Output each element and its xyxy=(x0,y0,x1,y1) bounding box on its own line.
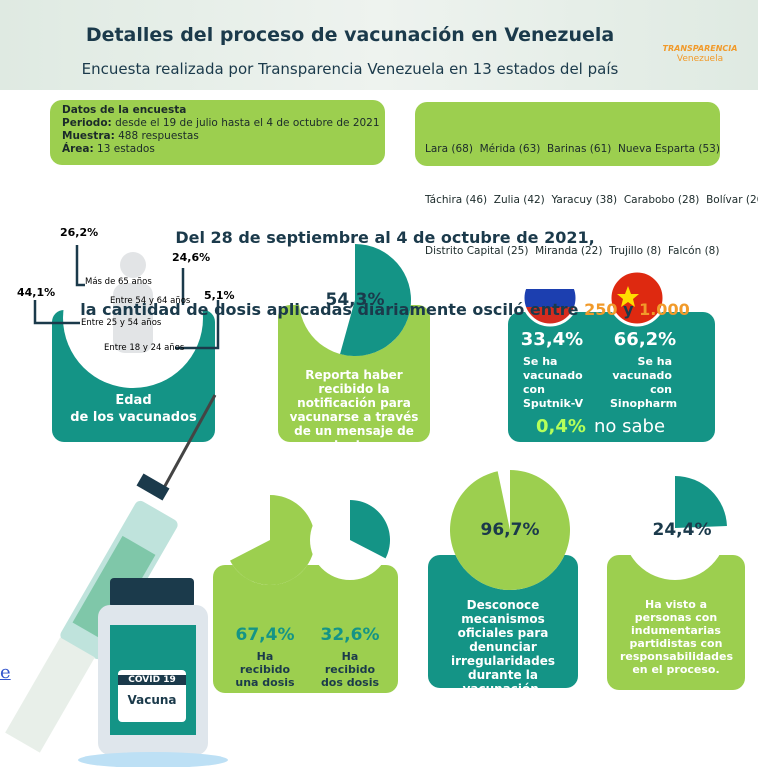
label: Área: xyxy=(62,143,94,155)
text: y xyxy=(618,300,640,319)
vaccine-value: 66,2% xyxy=(605,330,685,350)
logo-text: Venezuela xyxy=(660,54,740,64)
survey-item: Periodo: desde el 19 de julio hasta el 4… xyxy=(62,117,380,130)
highlight: 250 xyxy=(584,300,617,319)
survey-text: Datos de la encuesta Periodo: desde el 1… xyxy=(62,104,380,156)
unaware-text: Desconoce mecanismos oficiales para denu… xyxy=(432,598,574,696)
dose-value: 32,6% xyxy=(310,625,390,645)
label: Muestra: xyxy=(62,130,115,142)
pie xyxy=(310,500,390,580)
age-label: Más de 65 años xyxy=(85,277,152,287)
age-value: 44,1% xyxy=(17,286,55,299)
text: desde el 19 de julio hasta el 4 de octub… xyxy=(112,117,380,129)
vaccine-text: Se ha vacunado con Sinopharm xyxy=(610,355,672,411)
unknown-text: no sabe xyxy=(594,416,665,437)
infographic: Detalles del proceso de vacunación en Ve… xyxy=(0,0,758,767)
link-fragment[interactable]: e xyxy=(0,662,11,683)
age-value: 26,2% xyxy=(60,226,98,239)
pie-label: 54,3% xyxy=(305,290,405,310)
survey-item: Muestra: 488 respuestas xyxy=(62,130,380,143)
pie xyxy=(225,495,315,585)
unknown-value: 0,4% xyxy=(536,416,586,437)
age-label: Entre 18 y 24 años xyxy=(104,343,184,353)
vaccine-value: 33,4% xyxy=(512,330,592,350)
text: 13 estados xyxy=(94,143,155,155)
text: 488 respuestas xyxy=(115,130,199,142)
highlight: 1.000 xyxy=(639,300,690,319)
dose-text: Ha recibido dos dosis xyxy=(315,650,385,689)
age-value: 5,1% xyxy=(204,289,235,302)
line: de los vacunados xyxy=(52,409,215,426)
notification-text: Reporta haber recibido la notificación p… xyxy=(286,368,422,452)
witnessed-text: Ha visto a personas con indumentarias pa… xyxy=(620,598,732,676)
headline-line: Del 28 de septiembre al 4 de octubre de … xyxy=(30,226,740,250)
states-line: Lara (68) Mérida (63) Barinas (61) Nueva… xyxy=(425,141,758,158)
pie-label: 96,7% xyxy=(460,520,560,540)
label: Periodo: xyxy=(62,117,112,129)
dose-text: Ha recibido una dosis xyxy=(230,650,300,689)
age-label: Entre 25 y 54 años xyxy=(81,318,161,328)
survey-item: Área: 13 estados xyxy=(62,143,380,156)
dose-value: 67,4% xyxy=(225,625,305,645)
age-label: Entre 54 y 64 años xyxy=(110,296,190,306)
survey-heading: Datos de la encuesta xyxy=(62,104,380,117)
title: Detalles del proceso de vacunación en Ve… xyxy=(40,24,660,46)
subtitle: Encuesta realizada por Transparencia Ven… xyxy=(40,60,660,78)
age-value: 24,6% xyxy=(172,251,210,264)
line: Edad xyxy=(52,392,215,409)
vial-name: Vacuna xyxy=(118,693,186,707)
logo-text: TRANSPARENCIA xyxy=(660,44,740,53)
vial-tag: COVID 19 xyxy=(118,675,186,685)
pie-label: 24,4% xyxy=(632,520,732,540)
vaccine-text: Se ha vacunado con Sputnik-V xyxy=(523,355,585,411)
